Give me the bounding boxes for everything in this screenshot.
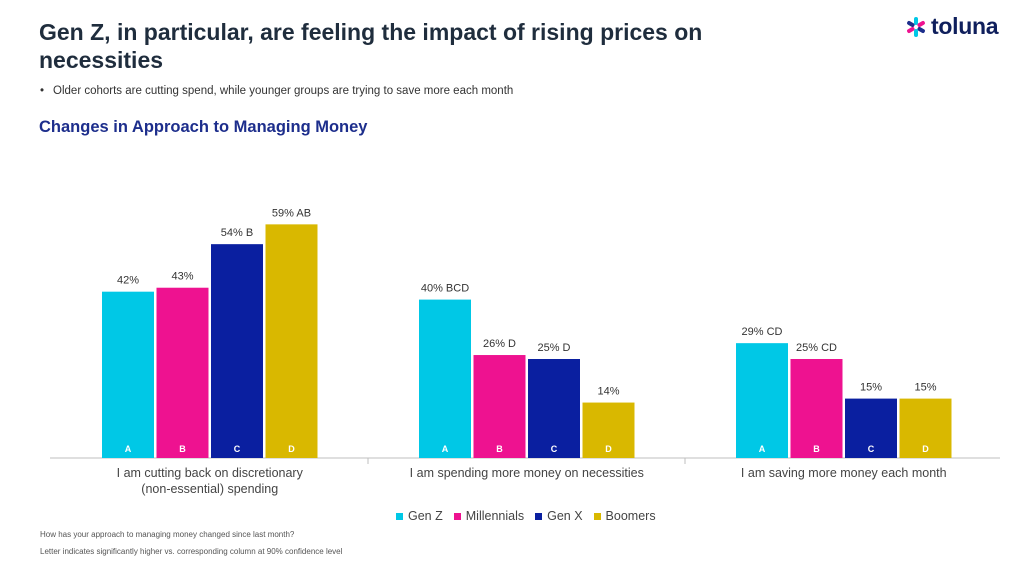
bar-letter-c-1: C — [234, 444, 241, 454]
bar-letter-c-3: C — [868, 444, 875, 454]
legend-label: Millennials — [465, 509, 525, 523]
legend-item-boomers: Boomers — [593, 509, 656, 523]
bar-boomers-1 — [265, 224, 318, 458]
data-label-d-1: 59% AB — [272, 207, 311, 219]
bullet-dot: • — [40, 85, 45, 97]
legend-item-millennials: Millennials — [453, 509, 525, 523]
legend-swatch — [535, 512, 543, 520]
data-label-c-3: 15% — [860, 382, 882, 394]
legend-label: Gen Z — [408, 509, 443, 523]
bar-boomers-2 — [582, 402, 635, 458]
legend-swatch — [453, 512, 461, 520]
bar-gen-x-3 — [845, 398, 897, 458]
data-label-a-1: 42% — [117, 275, 139, 287]
footnote-question: How has your approach to managing money … — [40, 530, 295, 539]
bar-millennials-2 — [473, 355, 526, 458]
category-label-3: I am saving more money each month — [741, 466, 947, 480]
bar-gen-z-3 — [736, 343, 788, 458]
bar-letter-d-1: D — [288, 444, 295, 454]
bar-gen-x-2 — [528, 359, 580, 458]
bar-letter-a-1: A — [125, 444, 132, 454]
bar-gen-z-1 — [102, 291, 154, 458]
bullet-text: Older cohorts are cutting spend, while y… — [53, 85, 514, 97]
chart-legend: Gen Z Millennials Gen X Boomers — [396, 509, 667, 523]
bar-letter-a-3: A — [759, 444, 766, 454]
category-label-2: I am spending more money on necessities — [410, 466, 644, 480]
bar-letter-b-1: B — [179, 444, 186, 454]
bar-boomers-3 — [899, 398, 952, 458]
bullet-point: • Older cohorts are cutting spend, while … — [40, 85, 513, 97]
bar-millennials-1 — [156, 287, 209, 458]
data-label-d-3: 15% — [914, 382, 936, 394]
asterisk-flower-icon — [907, 16, 925, 37]
bar-letter-b-2: B — [496, 444, 503, 454]
category-label-1-line-1: I am cutting back on discretionary — [117, 466, 304, 480]
data-label-a-3: 29% CD — [742, 326, 783, 338]
legend-label: Gen X — [547, 509, 583, 523]
data-label-a-2: 40% BCD — [421, 283, 469, 295]
bar-letter-a-2: A — [442, 444, 449, 454]
data-label-b-1: 43% — [171, 271, 193, 283]
legend-item-gen-x: Gen X — [535, 509, 583, 523]
logo-wordmark: toluna — [931, 13, 999, 39]
data-label-d-2: 14% — [597, 386, 619, 398]
bar-millennials-3 — [790, 359, 843, 458]
toluna-logo: toluna — [905, 13, 999, 40]
data-label-c-2: 25% D — [537, 342, 570, 354]
bar-gen-z-2 — [419, 299, 471, 458]
chart-title: Changes in Approach to Managing Money — [39, 118, 368, 136]
legend-swatch — [593, 512, 601, 520]
bar-letter-c-2: C — [551, 444, 558, 454]
category-label-1-line-2: (non-essential) spending — [141, 482, 278, 496]
legend-item-gen-z: Gen Z — [396, 509, 443, 523]
bar-letter-d-3: D — [922, 444, 929, 454]
bar-letter-b-3: B — [813, 444, 820, 454]
legend-label: Boomers — [605, 509, 656, 523]
data-label-b-2: 26% D — [483, 338, 516, 350]
legend-swatch — [396, 512, 403, 520]
bar-letter-d-2: D — [605, 444, 612, 454]
data-label-b-3: 25% CD — [796, 342, 837, 354]
footnote-significance: Letter indicates significantly higher vs… — [40, 547, 343, 556]
bar-gen-x-1 — [211, 244, 263, 458]
data-label-c-1: 54% B — [221, 227, 253, 239]
page-title: Gen Z, in particular, are feeling the im… — [39, 19, 703, 73]
